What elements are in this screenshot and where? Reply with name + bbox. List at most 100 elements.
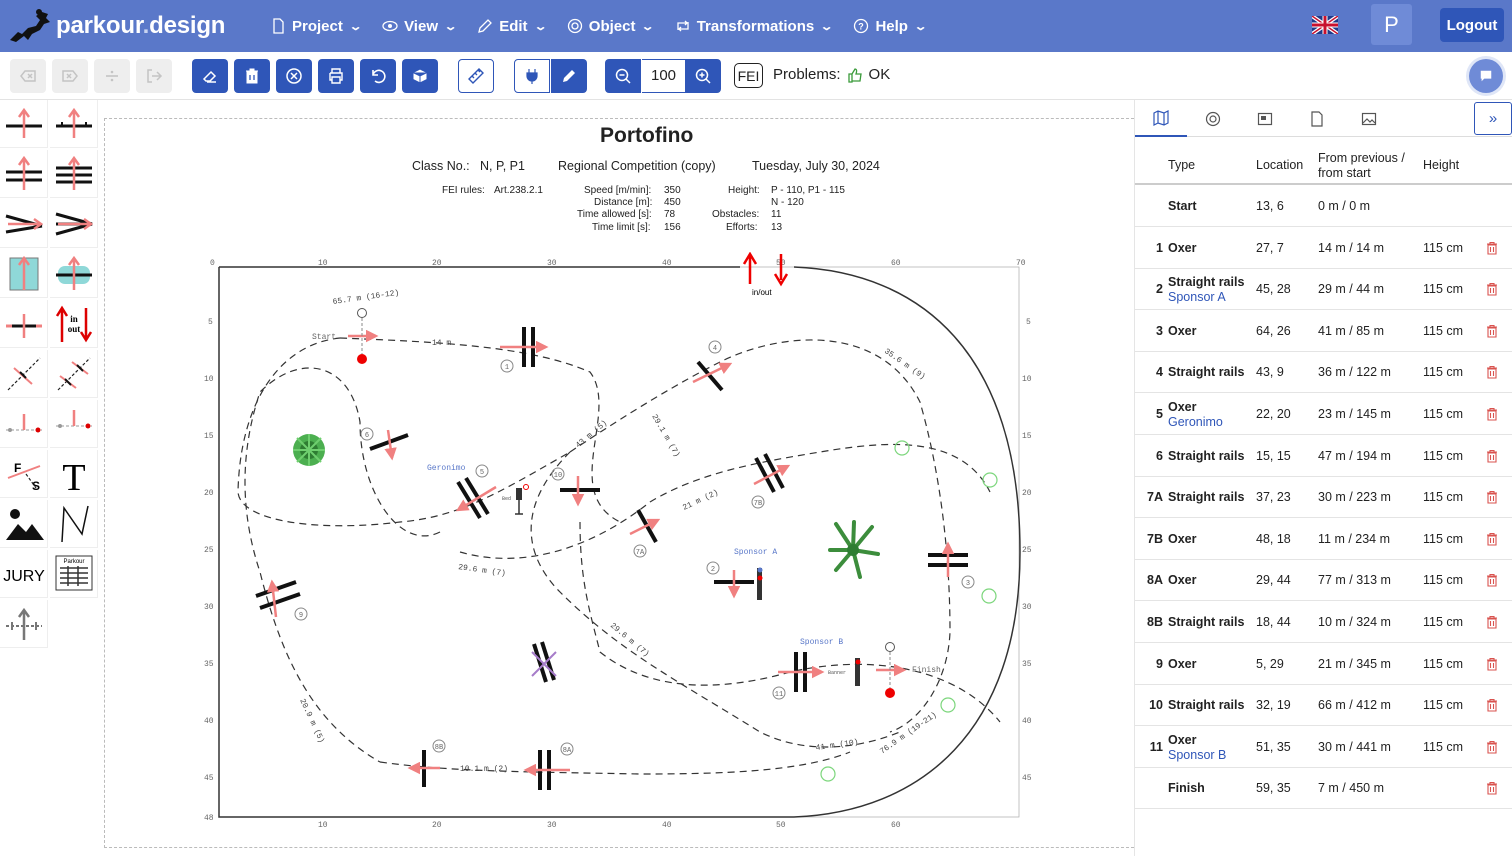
trash-icon[interactable] <box>1485 490 1499 504</box>
start-marker[interactable]: Start <box>312 308 379 365</box>
palette-line-alt[interactable] <box>50 350 98 398</box>
table-row[interactable]: 7A Straight rails 37, 23 30 m / 223 m 115 cm <box>1135 476 1512 519</box>
export-button[interactable] <box>136 59 172 93</box>
table-row[interactable]: 9 Oxer 5, 29 21 m / 345 m 115 cm <box>1135 643 1512 685</box>
logout-button[interactable]: Logout <box>1440 8 1504 42</box>
tab-map[interactable] <box>1135 100 1187 137</box>
table-row[interactable]: 5 Oxer Geronimo 22, 20 23 m / 145 m 115 cm <box>1135 393 1512 435</box>
palette-straight-rails[interactable] <box>0 100 48 148</box>
finish-marker[interactable]: Finish <box>876 642 941 699</box>
menu-edit[interactable]: Edit ⌄ <box>477 18 547 35</box>
zoom-out-button[interactable] <box>605 59 641 93</box>
table-row[interactable]: 10 Straight rails 32, 19 66 m / 412 m 115 cm <box>1135 684 1512 727</box>
undo-button[interactable] <box>360 59 396 93</box>
trash-icon[interactable] <box>1485 449 1499 463</box>
menu-transformations[interactable]: Transformations ⌄ <box>675 18 834 35</box>
table-row[interactable]: 6 Straight rails 15, 15 47 m / 194 m 115 cm <box>1135 435 1512 477</box>
obstacle-10[interactable]: 10 <box>551 467 600 507</box>
print-button[interactable] <box>318 59 354 93</box>
palette-image[interactable] <box>0 500 48 548</box>
palette-flag-point-alt[interactable] <box>50 400 98 448</box>
palette-text-tool[interactable]: T <box>50 450 98 498</box>
trash-icon[interactable] <box>1485 740 1499 754</box>
obstacle-3[interactable]: 3 <box>928 541 975 589</box>
table-row[interactable]: 1 Oxer 27, 7 14 m / 14 m 115 cm <box>1135 227 1512 269</box>
palette-wall[interactable] <box>0 300 48 348</box>
course-canvas[interactable] <box>104 118 1134 848</box>
palette-liverpool[interactable] <box>50 250 98 298</box>
obstacle-2[interactable]: Sponsor A 2 <box>706 548 777 600</box>
arena-map[interactable]: 0 10 20 30 40 50 60 70 10 20 30 40 50 60… <box>200 252 1040 832</box>
table-row[interactable]: Start 13, 6 0 m / 0 m <box>1135 185 1512 227</box>
decoration-bed[interactable]: Bed <box>502 484 529 515</box>
in-out-gate[interactable]: in/out <box>742 252 789 297</box>
delete-left-button[interactable] <box>10 59 46 93</box>
obstacle-8a[interactable]: 8A <box>523 742 574 790</box>
connect-tool-button[interactable] <box>514 59 550 93</box>
trash-icon[interactable] <box>1485 615 1499 629</box>
table-row[interactable]: Finish 59, 35 7 m / 450 m <box>1135 767 1512 810</box>
table-row[interactable]: 11 Oxer Sponsor B 51, 35 30 m / 441 m 115 cm <box>1135 726 1512 768</box>
obstacle-disabled[interactable] <box>531 641 557 683</box>
obstacle-4[interactable]: 4 <box>692 340 733 392</box>
palette-flag-point[interactable] <box>0 400 48 448</box>
table-row[interactable]: 8B Straight rails 18, 44 10 m / 324 m 115 cm <box>1135 601 1512 643</box>
table-row[interactable]: 7B Oxer 48, 18 11 m / 234 m 115 cm <box>1135 518 1512 560</box>
palette-line[interactable] <box>0 350 48 398</box>
trash-icon[interactable] <box>1485 282 1499 296</box>
palette-cross[interactable] <box>0 600 48 648</box>
zoom-in-button[interactable] <box>685 59 721 93</box>
trash-icon[interactable] <box>1485 573 1499 587</box>
collapse-panel-button[interactable]: » <box>1474 102 1512 135</box>
palette-straight-rails-alt[interactable] <box>50 100 98 148</box>
tab-image-gallery[interactable] <box>1239 100 1291 137</box>
trash-icon[interactable] <box>1485 698 1499 712</box>
palette-water[interactable] <box>0 250 48 298</box>
trash-icon[interactable] <box>1485 781 1499 795</box>
measure-button[interactable] <box>458 59 494 93</box>
eraser-button[interactable] <box>192 59 228 93</box>
palette-oxer[interactable] <box>0 150 48 198</box>
palette-fan[interactable] <box>50 200 98 248</box>
menu-object[interactable]: Object ⌄ <box>567 18 655 35</box>
table-row[interactable]: 4 Straight rails 43, 9 36 m / 122 m 115 cm <box>1135 351 1512 394</box>
palette-zigzag[interactable] <box>50 500 98 548</box>
table-row[interactable]: 8A Oxer 29, 44 77 m / 313 m 115 cm <box>1135 559 1512 602</box>
logo[interactable]: parkour.design <box>6 6 256 46</box>
delete-right-button[interactable] <box>52 59 88 93</box>
tab-picture[interactable] <box>1343 100 1395 137</box>
menu-help[interactable]: ? Help ⌄ <box>853 18 927 35</box>
palette-triple-bar[interactable] <box>50 150 98 198</box>
fei-badge[interactable]: FEI <box>734 63 763 88</box>
palette-jury[interactable]: JURY <box>0 550 48 598</box>
divide-button[interactable] <box>94 59 130 93</box>
trash-icon[interactable] <box>1485 407 1499 421</box>
trash-icon[interactable] <box>1485 241 1499 255</box>
obstacle-7b[interactable]: 7B <box>751 453 791 509</box>
avatar[interactable]: P <box>1371 4 1412 45</box>
obstacle-7a[interactable]: 7A <box>629 509 661 558</box>
obstacle-11[interactable]: Sponsor B 11 Banner <box>772 638 861 700</box>
palette-scoreboard[interactable]: Parkour <box>50 550 98 598</box>
obstacle-1[interactable]: 1 <box>500 327 549 373</box>
trash-icon[interactable] <box>1485 532 1499 546</box>
problems-status[interactable]: Problems: OK <box>773 66 890 83</box>
zoom-level-input[interactable]: 100 <box>642 59 685 93</box>
tab-target[interactable] <box>1187 100 1239 137</box>
trash-icon[interactable] <box>1485 365 1499 379</box>
obstacle-6[interactable]: 6 <box>360 427 409 461</box>
obstacle-5[interactable]: Geronimo 5 <box>427 464 497 520</box>
cancel-button[interactable] <box>276 59 312 93</box>
trash-icon[interactable] <box>1485 324 1499 338</box>
palette-angled-oxer[interactable] <box>0 200 48 248</box>
table-row[interactable]: 3 Oxer 64, 26 41 m / 85 m 115 cm <box>1135 310 1512 352</box>
obstacle-9[interactable]: 9 <box>255 579 308 621</box>
course-title[interactable]: Portofino <box>600 124 694 147</box>
uk-flag-icon[interactable] <box>1312 16 1338 34</box>
palette-in-out[interactable]: in out <box>50 300 98 348</box>
menu-project[interactable]: Project ⌄ <box>270 18 362 35</box>
menu-view[interactable]: View ⌄ <box>382 18 458 35</box>
trash-icon[interactable] <box>1485 657 1499 671</box>
table-row[interactable]: 2 Straight rails Sponsor A 45, 28 29 m / 44 … <box>1135 268 1512 311</box>
